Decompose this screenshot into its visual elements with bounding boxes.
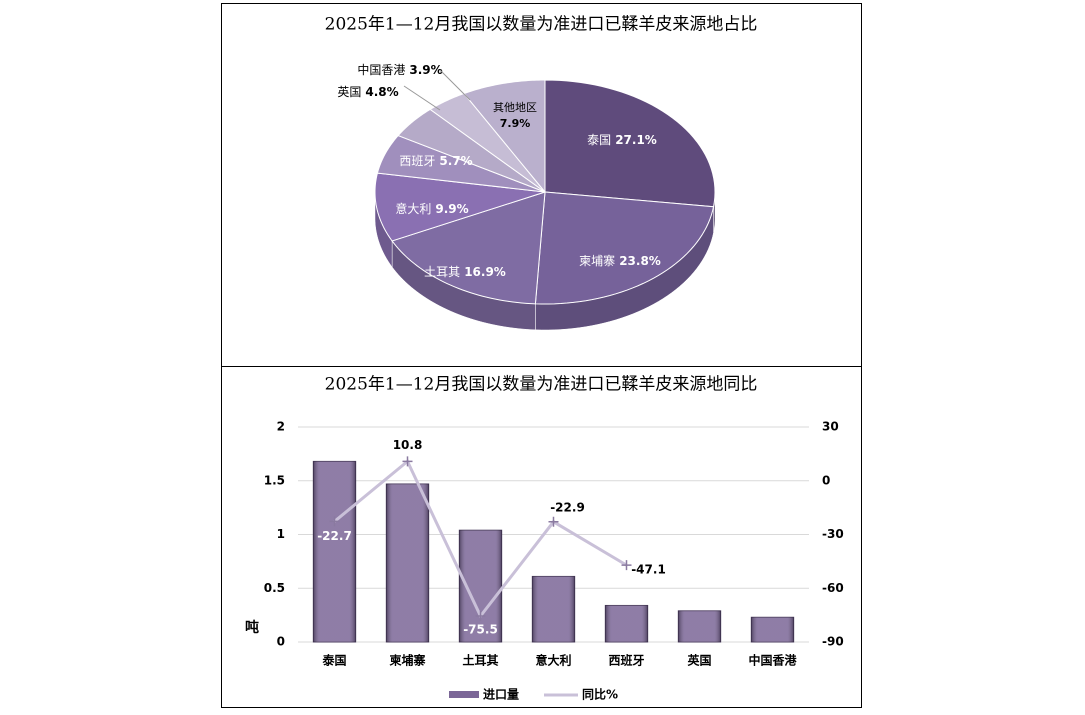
pie-label: 英国 4.8%	[337, 85, 398, 99]
legend-label: 进口量	[483, 687, 519, 702]
pie-label-name: 泰国	[587, 133, 611, 147]
bar-bevel	[751, 617, 794, 642]
line-value-label: -75.5	[463, 623, 498, 637]
y-tick-label: 0	[277, 635, 285, 649]
pie-label: 意大利 9.9%	[395, 201, 468, 216]
pie-slice	[544, 79, 716, 208]
legend-swatch	[449, 691, 479, 698]
pie-slice	[397, 108, 546, 193]
x-tick-label: 泰国	[321, 653, 346, 668]
line-marker	[475, 611, 486, 622]
bar-bevel	[386, 483, 429, 642]
x-tick-label: 意大利	[535, 653, 571, 668]
leader	[403, 85, 441, 111]
pie-label: 泰国 27.1%	[587, 133, 657, 147]
y2-tick-label: -30	[822, 527, 844, 541]
pie-label: 土耳其 16.9%	[424, 265, 506, 279]
pie-label-name: 中国香港	[357, 62, 405, 77]
y-axis-label: 吨	[245, 619, 259, 636]
pie-label-name: 柬埔寨	[579, 253, 615, 268]
line-value-label: -22.9	[550, 500, 585, 514]
pie-label: 其他地区 7.9%	[493, 101, 537, 130]
pie-label-value: 4.8%	[365, 85, 398, 99]
y2-tick-label: 30	[822, 420, 839, 434]
y-tick-label: 1.5	[264, 473, 285, 487]
pie-label-value: 7.9%	[500, 117, 531, 130]
line-value-label: -47.1	[631, 563, 666, 577]
pie-label-name: 土耳其	[424, 265, 460, 279]
pie-label-name: 西班牙	[399, 154, 435, 168]
pie-label-value: 23.8%	[619, 254, 661, 268]
x-tick-label: 柬埔寨	[388, 653, 425, 668]
x-tick-label: 中国香港	[748, 653, 797, 668]
pie-slice	[374, 172, 546, 242]
line-value-label: 10.8	[393, 438, 423, 452]
leader	[439, 69, 471, 101]
y-tick-label: 0.5	[264, 581, 285, 595]
y2-tick-label: -60	[822, 581, 844, 595]
pie-label-value: 27.1%	[615, 133, 657, 147]
pie-label-name: 英国	[337, 85, 361, 99]
y-tick-label: 1	[277, 527, 285, 541]
pie-slice	[376, 135, 546, 193]
line-marker	[548, 516, 559, 527]
line-marker	[402, 456, 413, 467]
bar-bevel	[678, 610, 721, 642]
pie-slice	[463, 79, 546, 194]
bar-bevel	[313, 461, 356, 642]
pie-label-value: 3.9%	[409, 63, 442, 77]
pie-slice	[391, 191, 546, 305]
pie-label: 柬埔寨 23.8%	[579, 253, 661, 268]
pie-title: 2025年1—12月我国以数量为准进口已鞣羊皮来源地占比	[325, 15, 758, 35]
line-value-label: -22.7	[317, 529, 352, 543]
pie-label-name: 意大利	[395, 201, 431, 216]
pie-label-value: 9.9%	[435, 202, 468, 216]
y-tick-label: 2	[277, 420, 285, 434]
pie-label-value: 5.7%	[439, 154, 472, 168]
frame	[221, 3, 862, 708]
pie-slice	[534, 191, 715, 305]
y2-tick-label: 0	[822, 473, 830, 487]
pie-label: 西班牙 5.7%	[399, 154, 472, 168]
y2-tick-label: -90	[822, 635, 844, 649]
x-tick-label: 西班牙	[608, 653, 644, 668]
pie-label-name: 其他地区	[493, 101, 537, 114]
pie-label-value: 16.9%	[464, 265, 506, 279]
pie-label: 中国香港 3.9%	[357, 62, 442, 77]
bar-title: 2025年1—12月我国以数量为准进口已鞣羊皮来源地同比	[325, 375, 758, 395]
line-marker	[329, 516, 340, 527]
bar-bevel	[605, 605, 648, 642]
legend-label: 同比%	[582, 687, 618, 702]
line-marker	[621, 560, 632, 571]
x-tick-label: 土耳其	[462, 653, 498, 668]
x-tick-label: 英国	[687, 653, 711, 668]
bar-bevel	[532, 576, 575, 642]
